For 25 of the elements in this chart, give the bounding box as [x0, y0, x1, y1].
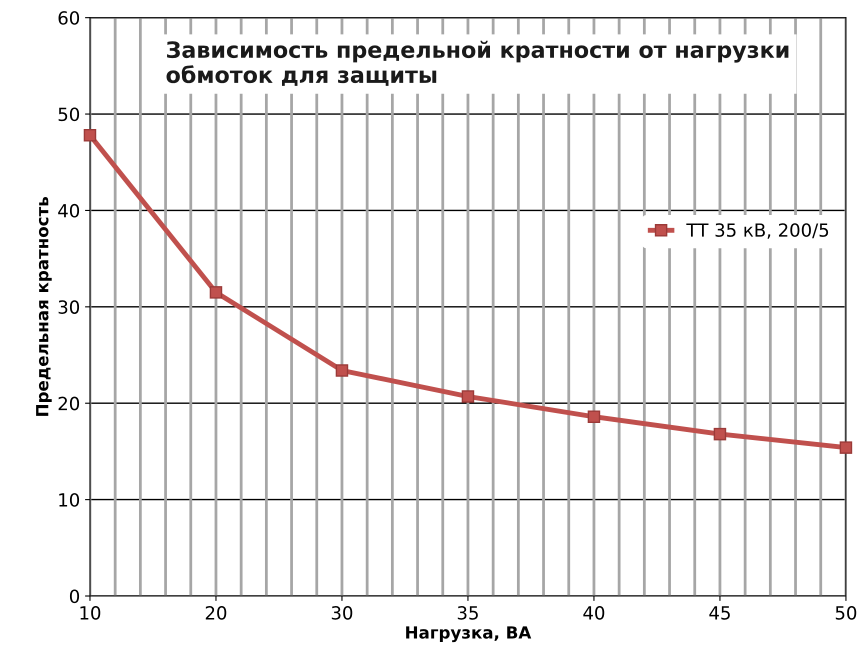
x-tick-label: 40: [583, 606, 604, 620]
x-tick-label: 45: [709, 606, 730, 620]
legend-label: ТТ 35 кВ, 200/5: [686, 223, 828, 239]
x-tick-label: 50: [836, 606, 856, 620]
point: [462, 390, 474, 403]
y-tick-label: 20: [58, 396, 80, 410]
text: Зависимость предельной кратности от нагрузки обмоток для защиты: [166, 40, 788, 86]
y-tick-label: 30: [58, 300, 80, 314]
y-axis-title: Предельная кратность: [36, 196, 52, 416]
y-tick-label: 0: [70, 589, 80, 604]
y-tick-label: 50: [58, 108, 80, 122]
y-tick-label: 10: [59, 493, 80, 507]
point: [840, 441, 852, 454]
y-tick-label: 40: [58, 204, 80, 218]
x-tick-label: 30: [332, 606, 352, 620]
x-tick-label: 35: [458, 606, 478, 620]
point: [210, 286, 222, 299]
x-axis-title: Нагрузка, ВА: [406, 626, 532, 642]
point: [84, 129, 96, 142]
point: [714, 428, 726, 440]
point: [336, 364, 348, 377]
x-tick-label: 10: [80, 606, 100, 620]
point: [588, 410, 600, 423]
y-tick-label: 60: [58, 11, 80, 25]
x-tick-label: 20: [206, 606, 226, 620]
